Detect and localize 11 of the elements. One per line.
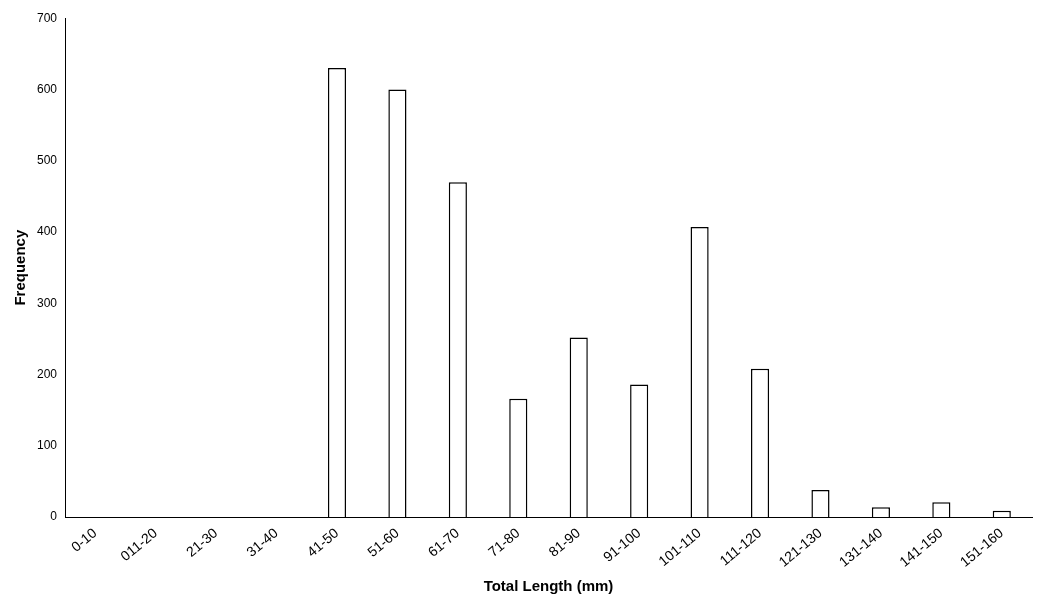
x-axis-title: Total Length (mm)	[483, 577, 614, 595]
x-tick-label: 0-10	[67, 524, 100, 555]
y-tick-label: 700	[36, 10, 58, 25]
y-tick-label: 400	[36, 224, 58, 239]
y-tick-label: 200	[36, 366, 58, 381]
y-axis-title: Frequency	[11, 229, 29, 306]
y-tick-label: 300	[36, 295, 58, 310]
y-tick-label: 100	[36, 438, 58, 453]
y-tick-label: 600	[36, 81, 58, 96]
y-tick-label: 500	[36, 153, 58, 168]
y-tick-label: 0	[50, 509, 58, 524]
